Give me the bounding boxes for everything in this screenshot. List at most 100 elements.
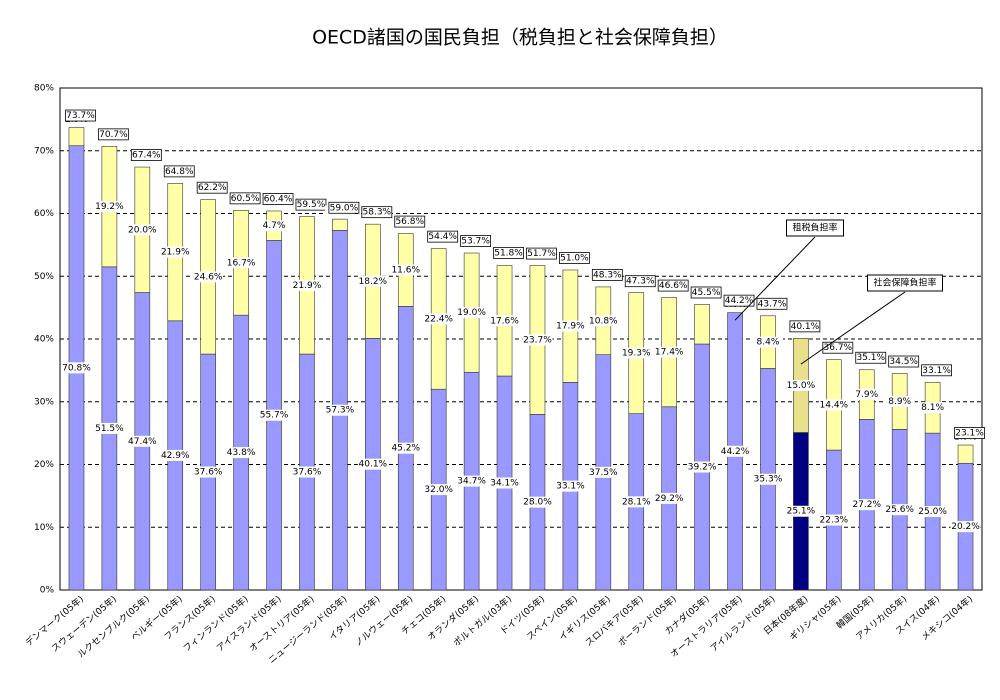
value-label-box bbox=[851, 389, 882, 401]
total-label-box bbox=[921, 364, 953, 377]
value-label: 35.3% bbox=[754, 475, 783, 485]
value-label-box bbox=[226, 257, 257, 269]
total-label-box bbox=[493, 247, 524, 259]
callout-box bbox=[866, 274, 944, 292]
value-label-box bbox=[357, 275, 388, 287]
x-tick-label: ノルウェー(05年) bbox=[352, 593, 415, 649]
value-label-box bbox=[193, 466, 224, 478]
y-tick-label: 60% bbox=[34, 209, 54, 219]
value-label: 11.6% bbox=[391, 265, 420, 275]
total-label: 64.8% bbox=[165, 167, 194, 177]
bar-segment bbox=[332, 218, 348, 231]
value-label: 23.7% bbox=[523, 335, 552, 345]
callout-box bbox=[785, 219, 845, 237]
value-label: 25.6% bbox=[885, 505, 914, 515]
value-label-box bbox=[621, 347, 652, 359]
value-label-box bbox=[456, 307, 487, 319]
value-label-box bbox=[357, 458, 388, 470]
value-label: 28.1% bbox=[622, 497, 651, 507]
total-label-box bbox=[460, 235, 492, 247]
value-label: 4.7% bbox=[263, 221, 286, 231]
value-label-box bbox=[720, 445, 751, 457]
value-label: 27.2% bbox=[852, 500, 881, 510]
total-label: 46.6% bbox=[659, 281, 688, 291]
value-label: 18.2% bbox=[359, 277, 388, 287]
value-label-box bbox=[423, 313, 454, 325]
value-label-box bbox=[259, 220, 290, 232]
value-label-box bbox=[687, 461, 718, 473]
value-label: 25.0% bbox=[918, 507, 947, 517]
value-label: 19.0% bbox=[457, 308, 486, 318]
value-label-box bbox=[324, 404, 355, 416]
value-label: 37.5% bbox=[589, 468, 618, 478]
total-label-box bbox=[591, 269, 623, 281]
total-label: 54.4% bbox=[428, 232, 457, 242]
total-label-box bbox=[558, 252, 590, 264]
value-label-box bbox=[950, 521, 981, 533]
total-label: 36.7% bbox=[824, 343, 853, 353]
total-label: 48.3% bbox=[593, 270, 622, 280]
total-label: 73.7% bbox=[66, 111, 95, 121]
value-label-box bbox=[752, 336, 783, 348]
value-label-box bbox=[851, 499, 882, 511]
total-label: 33.1% bbox=[922, 366, 951, 376]
total-label: 56.8% bbox=[395, 217, 424, 227]
value-label: 17.4% bbox=[655, 348, 684, 358]
total-label-box bbox=[954, 427, 985, 439]
value-label-box bbox=[818, 399, 849, 411]
value-label-box bbox=[884, 504, 915, 516]
callout-label: 租税負担率 bbox=[792, 222, 837, 234]
total-label-box bbox=[97, 128, 129, 141]
value-label: 22.3% bbox=[820, 516, 849, 526]
total-label-box bbox=[196, 181, 228, 194]
total-label: 70.7% bbox=[99, 130, 128, 140]
total-label-box bbox=[295, 198, 327, 211]
callout-arrow bbox=[800, 291, 906, 365]
total-label-box bbox=[690, 286, 722, 299]
value-label-box bbox=[555, 320, 586, 332]
value-label-box bbox=[127, 435, 158, 447]
value-label: 14.4% bbox=[820, 400, 849, 410]
value-label: 19.2% bbox=[95, 202, 124, 212]
value-label: 47.4% bbox=[128, 437, 157, 447]
total-label: 53.7% bbox=[461, 237, 490, 247]
callout-arrow bbox=[734, 236, 816, 321]
value-label-box bbox=[94, 422, 125, 434]
total-label-box bbox=[427, 230, 459, 243]
value-label: 34.7% bbox=[457, 477, 486, 487]
total-label: 67.4% bbox=[132, 151, 161, 161]
value-label: 33.1% bbox=[556, 482, 585, 492]
total-label: 43.7% bbox=[758, 299, 787, 309]
value-label-box bbox=[226, 447, 257, 459]
total-label: 47.3% bbox=[626, 277, 655, 287]
value-label: 34.1% bbox=[490, 479, 519, 489]
value-label-box bbox=[390, 264, 421, 276]
bar-segment bbox=[68, 127, 85, 147]
x-tick-label: スロバキア(05年) bbox=[583, 593, 646, 649]
y-tick-label: 20% bbox=[34, 460, 54, 470]
value-label: 17.9% bbox=[556, 322, 585, 332]
total-label-box bbox=[526, 247, 557, 260]
value-label: 16.7% bbox=[227, 258, 256, 268]
total-label-box bbox=[229, 192, 261, 205]
y-tick-label: 70% bbox=[34, 146, 54, 156]
total-label: 45.5% bbox=[692, 288, 721, 298]
value-label-box bbox=[522, 334, 553, 346]
total-label: 40.1% bbox=[791, 322, 820, 332]
value-label: 21.9% bbox=[293, 281, 322, 291]
value-label-box bbox=[193, 271, 224, 283]
total-label: 58.3% bbox=[363, 208, 392, 218]
y-tick-label: 80% bbox=[34, 84, 54, 94]
value-label-box bbox=[522, 496, 553, 508]
x-tick-label: ポルトガル(03年) bbox=[451, 593, 514, 649]
y-tick-label: 30% bbox=[34, 397, 54, 407]
value-label-box bbox=[621, 496, 652, 508]
value-label-box bbox=[818, 514, 849, 526]
total-label: 59.0% bbox=[330, 203, 359, 213]
total-label: 51.8% bbox=[494, 248, 523, 258]
value-label: 29.2% bbox=[655, 494, 684, 504]
x-tick-label: デンマーク(05年) bbox=[23, 593, 86, 649]
total-label: 23.1% bbox=[955, 429, 984, 439]
value-label: 28.0% bbox=[523, 498, 552, 508]
total-label-box bbox=[394, 215, 426, 228]
